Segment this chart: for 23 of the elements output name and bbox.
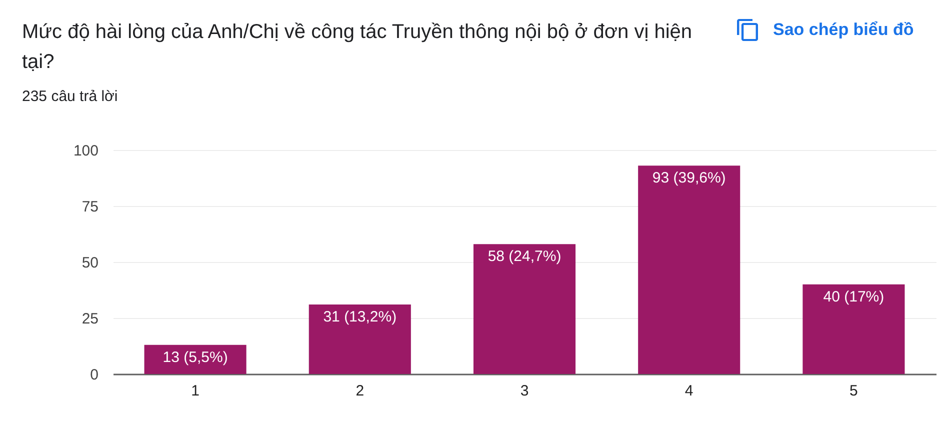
data-label: 40 (17%) <box>823 288 884 306</box>
y-tick-label: 0 <box>90 366 98 384</box>
x-tick-label: 1 <box>191 382 200 400</box>
bar <box>802 284 905 374</box>
bar <box>473 244 576 374</box>
x-tick-label: 3 <box>520 382 529 400</box>
data-label: 31 (13,2%) <box>323 308 397 326</box>
x-tick-label: 2 <box>356 382 364 400</box>
x-tick-label: 5 <box>850 382 858 400</box>
y-tick-label: 25 <box>82 310 98 328</box>
data-label: 58 (24,7%) <box>488 248 562 266</box>
chart-title: Mức độ hài lòng của Anh/Chị về công tác Truyền thông nội bộ ở đơn vị hiện tại? <box>22 20 694 75</box>
data-label: 13 (5,5%) <box>162 348 228 366</box>
bar <box>308 304 411 374</box>
text: Sao chép biểu đồ <box>773 19 914 41</box>
bar <box>638 166 740 374</box>
y-tick-label: 75 <box>82 198 98 216</box>
bar <box>144 344 246 374</box>
x-tick-label: 4 <box>684 382 694 400</box>
y-tick-label: 100 <box>73 142 98 160</box>
data-label: 93 (39,6%) <box>652 170 726 187</box>
y-tick-label: 50 <box>82 254 98 272</box>
chart-subtitle: 235 câu trả lời <box>22 88 118 106</box>
